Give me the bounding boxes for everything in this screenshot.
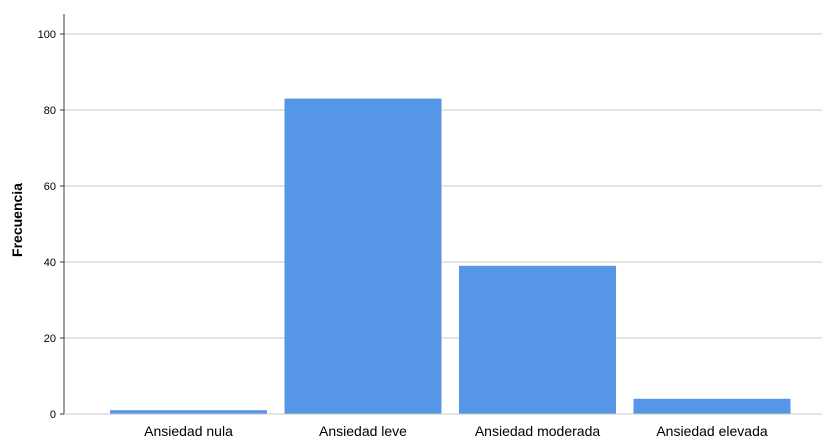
bar [459, 265, 616, 414]
y-tick-label: 0 [50, 409, 56, 421]
y-tick-label: 40 [44, 257, 56, 269]
y-tick-label: 60 [44, 181, 56, 193]
gridlines [64, 33, 822, 339]
x-tick-label: Ansiedad leve [319, 423, 407, 438]
x-tick-label: Ansiedad nula [144, 423, 233, 438]
x-tick-label: Ansiedad elevada [656, 423, 768, 438]
bar [633, 398, 791, 414]
x-tick-labels: Ansiedad nula Ansiedad leve Ansiedad moder… [144, 423, 768, 438]
y-axis-title: Frecuencia [9, 183, 25, 257]
bars [110, 98, 791, 414]
bar [110, 410, 267, 414]
y-tick-labels: 0 20 40 60 80 100 [38, 29, 56, 421]
x-tick-label: Ansiedad moderada [475, 423, 601, 438]
y-tick-label: 80 [44, 105, 56, 117]
axes [60, 14, 822, 415]
bar [284, 98, 442, 414]
y-tick-label: 20 [44, 333, 56, 345]
y-tick-label: 100 [38, 29, 56, 41]
